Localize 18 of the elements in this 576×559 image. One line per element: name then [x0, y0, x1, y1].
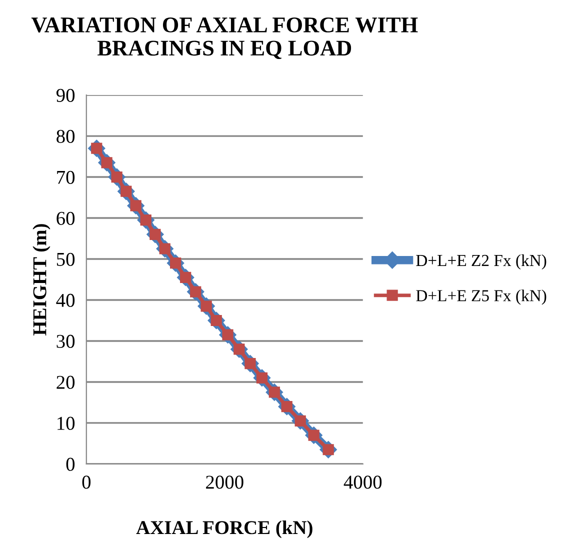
chart-title: VARIATION OF AXIAL FORCE WITH BRACINGS IN EQ LOAD	[31, 17, 418, 60]
y-axis-title: HEIGHT (m)	[32, 224, 50, 336]
x-tick-label: 2000	[206, 476, 244, 489]
y-tick-label: 90	[56, 88, 75, 102]
y-tick-label: 30	[56, 334, 75, 348]
y-tick-label: 0	[66, 458, 75, 471]
y-tick-label: 10	[58, 416, 75, 430]
y-tick-label: 50	[56, 252, 75, 266]
x-axis-title: AXIAL FORCE (kN)	[136, 520, 312, 538]
y-tick-label: 60	[56, 212, 75, 225]
y-tick-label: 20	[56, 376, 75, 389]
x-tick-label: 0	[82, 476, 91, 489]
legend-label: D+L+E Z2 Fx (kN)	[416, 254, 546, 270]
y-tick-label: 80	[56, 130, 75, 143]
y-tick-label: 40	[56, 294, 75, 307]
y-tick-label: 70	[57, 170, 75, 184]
x-tick-label: 4000	[344, 476, 382, 489]
legend-label: D+L+E Z5 Fx (kN)	[416, 290, 546, 305]
